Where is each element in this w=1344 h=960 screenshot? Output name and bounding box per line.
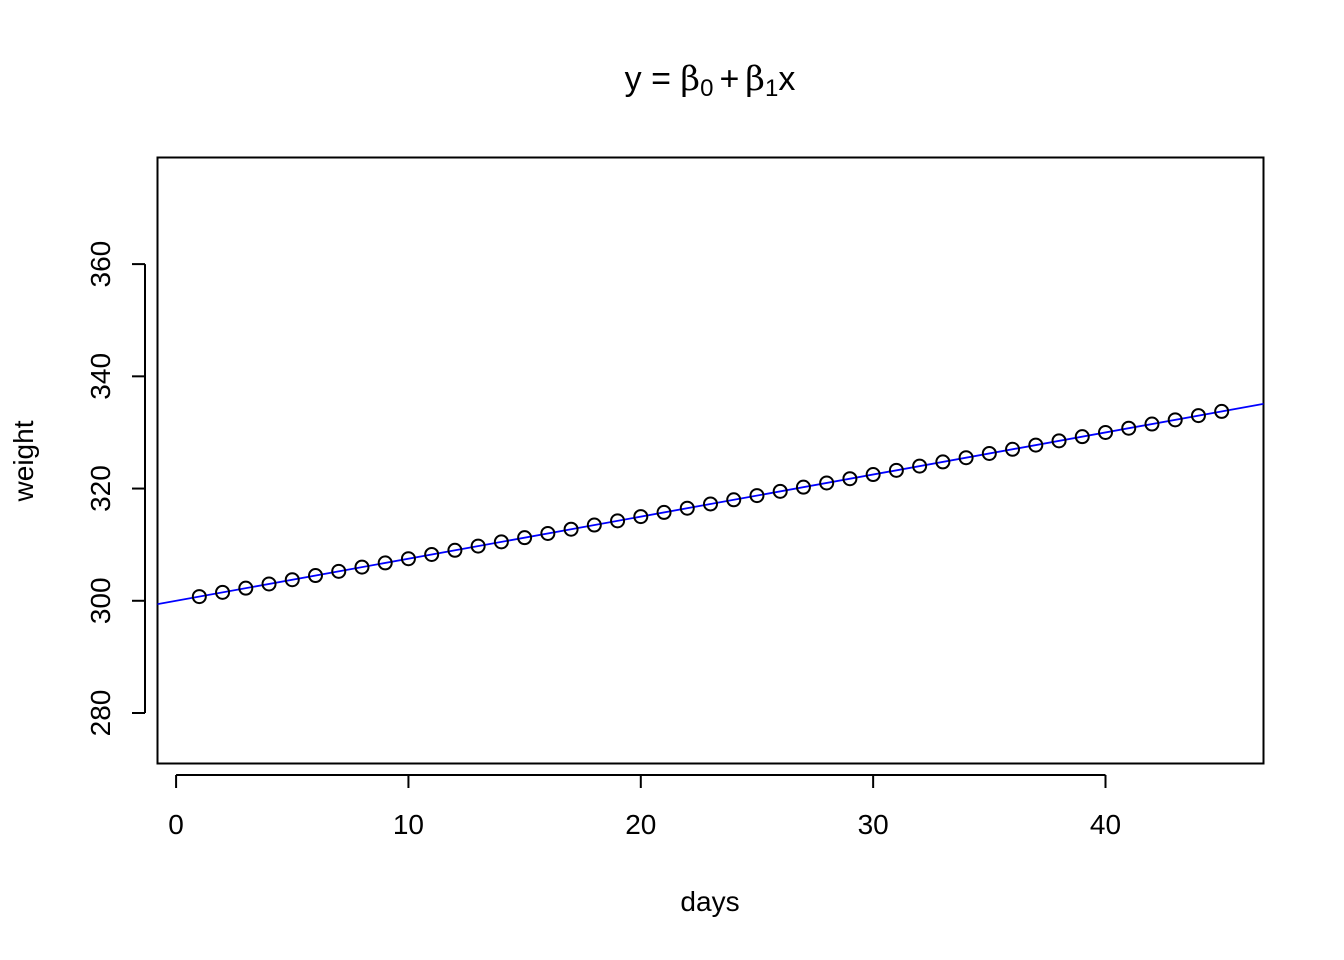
- data-point: [795, 479, 811, 495]
- data-point: [238, 580, 254, 596]
- x-tick-label: 10: [393, 809, 424, 840]
- title-prefix: y =: [625, 60, 681, 98]
- data-point: [1144, 416, 1160, 432]
- data-point: [656, 504, 672, 520]
- data-point: [1098, 424, 1113, 440]
- data-point: [424, 546, 440, 562]
- data-point: [633, 509, 649, 525]
- y-axis: 280 300 320 340 360: [85, 241, 146, 737]
- data-point: [726, 492, 742, 508]
- title-sub0: 0: [700, 75, 713, 102]
- y-tick-label: 320: [85, 465, 116, 512]
- y-axis-label: weight: [8, 420, 39, 502]
- data-point: [912, 458, 928, 474]
- data-point: [377, 555, 393, 571]
- data-point: [331, 563, 347, 579]
- title-beta1: β: [745, 59, 765, 99]
- x-tick-label: 30: [858, 809, 889, 840]
- x-tick-label: 40: [1090, 809, 1121, 840]
- y-tick-label: 300: [85, 577, 116, 624]
- regression-line: [157, 402, 1264, 606]
- data-point: [772, 483, 788, 499]
- title-beta0: β: [680, 59, 700, 99]
- x-axis-label: days: [680, 886, 739, 917]
- data-point: [517, 530, 533, 546]
- data-point: [1190, 408, 1206, 424]
- data-point: [261, 576, 277, 592]
- title-sub1: 1: [765, 75, 778, 102]
- data-point: [958, 450, 974, 466]
- data-point: [610, 513, 626, 529]
- data-point: [981, 445, 997, 461]
- data-point: [935, 454, 951, 470]
- data-point: [1121, 420, 1137, 436]
- data-point: [1214, 403, 1230, 419]
- title-suffix: x: [778, 60, 795, 98]
- data-point: [865, 467, 881, 483]
- data-point: [1074, 429, 1090, 445]
- data-point: [1028, 437, 1044, 453]
- data-point: [447, 542, 463, 558]
- data-point: [749, 488, 765, 504]
- x-tick-label: 0: [168, 809, 184, 840]
- data-point: [493, 534, 509, 550]
- data-point: [842, 471, 858, 487]
- y-tick-label: 280: [85, 690, 116, 737]
- data-point: [1005, 441, 1021, 457]
- data-point: [400, 551, 416, 567]
- plot-frame: [156, 156, 1265, 765]
- y-tick-label: 360: [85, 241, 116, 288]
- data-point: [888, 462, 904, 478]
- data-point: [703, 496, 718, 512]
- data-point: [284, 572, 300, 588]
- data-point: [540, 525, 556, 541]
- x-axis: 0 10 20 30 40: [168, 774, 1121, 840]
- chart-title: y = β0 + β1x: [625, 59, 796, 102]
- data-point: [586, 517, 602, 533]
- data-point: [819, 475, 835, 491]
- data-point: [1167, 412, 1183, 428]
- data-point: [563, 521, 579, 537]
- x-tick-label: 20: [625, 809, 656, 840]
- data-points: [191, 403, 1230, 605]
- data-point: [191, 589, 207, 605]
- data-point: [679, 500, 695, 516]
- data-point: [354, 559, 370, 575]
- data-point: [308, 568, 323, 584]
- title-plus: +: [719, 60, 739, 98]
- data-point: [215, 584, 231, 600]
- data-point: [1051, 433, 1067, 449]
- y-tick-label: 340: [85, 353, 116, 400]
- data-point: [470, 538, 486, 554]
